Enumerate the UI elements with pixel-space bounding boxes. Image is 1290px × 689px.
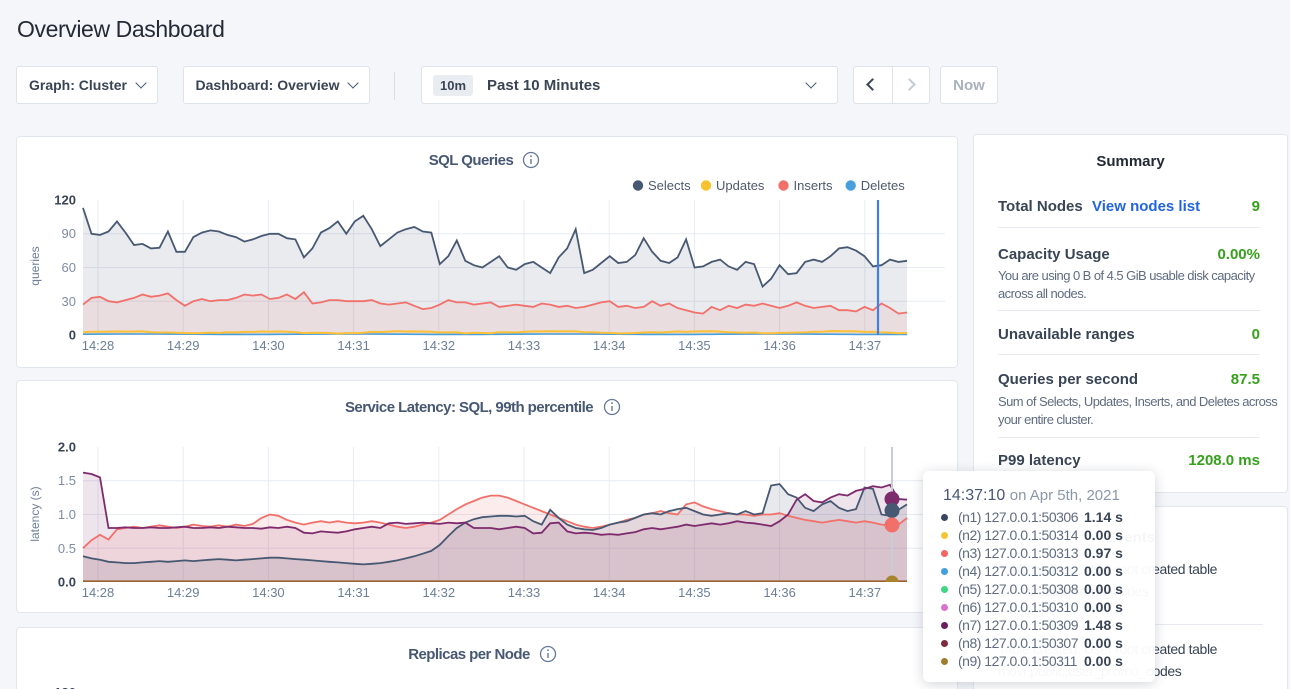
svg-text:14:34: 14:34	[593, 585, 626, 600]
svg-text:90: 90	[62, 226, 76, 241]
svg-text:1.5: 1.5	[58, 473, 76, 488]
svg-text:14:33: 14:33	[508, 585, 541, 600]
svg-text:14:36: 14:36	[763, 585, 796, 600]
svg-text:120: 120	[54, 685, 76, 689]
svg-text:14:31: 14:31	[337, 585, 370, 600]
svg-text:Service Latency: SQL, 99th per: Service Latency: SQL, 99th percentile	[345, 399, 593, 416]
svg-text:14:37: 14:37	[849, 585, 882, 600]
svg-text:2.0: 2.0	[58, 440, 76, 455]
svg-text:14:37: 14:37	[849, 338, 882, 353]
svg-text:14:29: 14:29	[167, 585, 200, 600]
svg-text:14:35: 14:35	[678, 585, 711, 600]
svg-text:latency (s): latency (s)	[28, 486, 42, 541]
svg-text:SQL Queries: SQL Queries	[429, 152, 514, 169]
svg-text:Updates: Updates	[716, 178, 765, 193]
svg-text:0: 0	[69, 328, 76, 343]
svg-text:14:28: 14:28	[82, 585, 115, 600]
svg-text:Inserts: Inserts	[794, 178, 834, 193]
svg-text:1.0: 1.0	[58, 507, 76, 522]
svg-text:14:32: 14:32	[423, 338, 456, 353]
svg-text:0.5: 0.5	[58, 541, 76, 556]
svg-text:14:29: 14:29	[167, 338, 200, 353]
svg-text:queries: queries	[28, 246, 42, 285]
svg-text:0.0: 0.0	[58, 575, 76, 590]
svg-text:14:30: 14:30	[252, 585, 285, 600]
svg-text:14:28: 14:28	[82, 338, 115, 353]
svg-text:Deletes: Deletes	[861, 178, 906, 193]
svg-text:14:31: 14:31	[337, 338, 370, 353]
svg-text:14:33: 14:33	[508, 338, 541, 353]
svg-text:14:34: 14:34	[593, 338, 626, 353]
svg-text:14:35: 14:35	[678, 338, 711, 353]
svg-text:30: 30	[62, 294, 76, 309]
svg-text:60: 60	[62, 260, 76, 275]
svg-text:14:30: 14:30	[252, 338, 285, 353]
svg-text:Replicas per Node: Replicas per Node	[408, 646, 530, 663]
svg-text:14:32: 14:32	[423, 585, 456, 600]
svg-text:14:36: 14:36	[763, 338, 796, 353]
svg-text:Selects: Selects	[648, 178, 691, 193]
svg-text:120: 120	[54, 193, 76, 208]
